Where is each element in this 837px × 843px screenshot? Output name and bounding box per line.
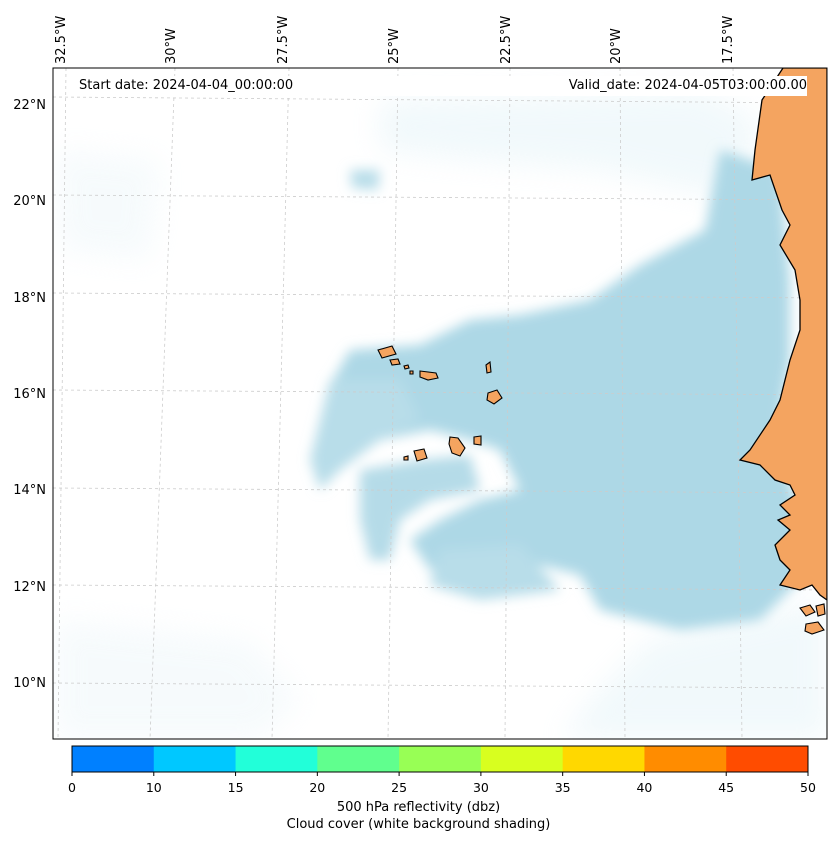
colorbar-segment: [399, 746, 482, 772]
colorbar-title: 500 hPa reflectivity (dbz): [336, 800, 501, 815]
coastal-island: [804, 621, 825, 635]
colorbar-segment: [562, 746, 645, 772]
colorbar-tick: 45: [718, 780, 735, 795]
lat-label-22n: 22°N: [13, 98, 46, 113]
cloud-cover: [310, 150, 810, 630]
start-date-label: Start date: 2024-04-04_00:00:00: [72, 76, 549, 96]
lon-label-27-5w: 27.5°W: [276, 15, 291, 64]
coastal-island: [815, 603, 826, 617]
valid-date-label: Valid_date: 2024-04-05T03:00:00.00: [540, 76, 807, 96]
lat-label-12n: 12°N: [13, 580, 46, 595]
lon-label-20w: 20°W: [609, 28, 624, 64]
colorbar-tick: 10: [145, 780, 162, 795]
lat-label-10n: 10°N: [13, 676, 46, 691]
lat-label-20n: 20°N: [13, 194, 46, 209]
graticule: [53, 68, 827, 739]
colorbar-subtitle: Cloud cover (white background shading): [286, 817, 551, 832]
valid-date-text: Valid_date: 2024-04-05T03:00:00.00: [568, 78, 807, 93]
lat-label-16n: 16°N: [13, 387, 46, 402]
colorbar-frame: [71, 745, 809, 773]
lon-label-32-5w: 32.5°W: [54, 15, 69, 64]
colorbar-tick: 20: [309, 780, 326, 795]
colorbar-segment: [72, 746, 155, 772]
africa-landmass: [738, 68, 827, 601]
colorbar-segment: [644, 746, 727, 772]
colorbar-tick: 0: [68, 780, 76, 795]
colorbar-tick: 35: [554, 780, 571, 795]
colorbar: [71, 745, 809, 776]
colorbar-segment: [235, 746, 318, 772]
lon-label-25w: 25°W: [387, 28, 402, 64]
colorbar-tick: 15: [227, 780, 244, 795]
colorbar-segment: [480, 746, 564, 772]
cloud-haze: [55, 90, 827, 739]
lon-label-17-5w: 17.5°W: [721, 15, 736, 64]
cape-verde-islands: [377, 345, 503, 462]
colorbar-segment: [317, 746, 400, 772]
lon-label-22-5w: 22.5°W: [499, 15, 514, 64]
bijagos-island: [799, 604, 816, 617]
lat-label-14n: 14°N: [13, 483, 46, 498]
colorbar-segment: [153, 746, 237, 772]
colorbar-tick: 40: [636, 780, 653, 795]
lon-label-30w: 30°W: [164, 28, 179, 64]
colorbar-tick: 50: [800, 780, 816, 795]
map-frame: [52, 67, 828, 740]
colorbar-tick: 25: [391, 780, 408, 795]
colorbar-segment: [726, 746, 809, 772]
colorbar-tick: 30: [472, 780, 489, 795]
lat-label-18n: 18°N: [13, 291, 46, 306]
